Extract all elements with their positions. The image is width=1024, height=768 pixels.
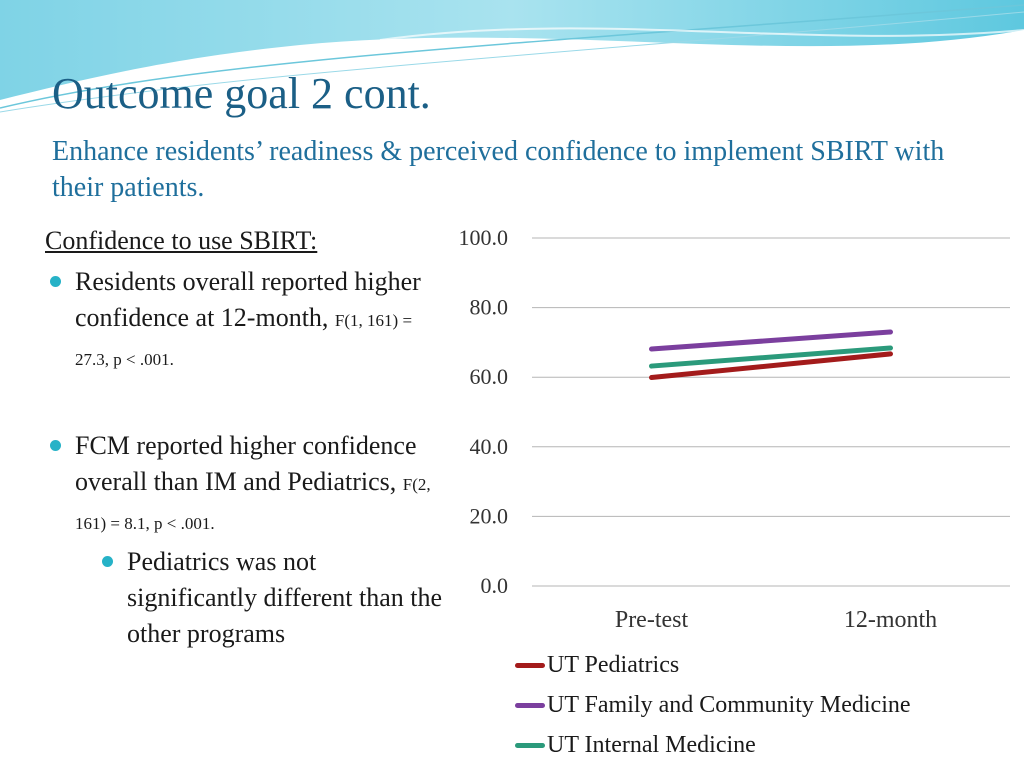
series-line	[649, 329, 893, 352]
x-tick-label: Pre-test	[615, 607, 689, 633]
y-tick-label: 40.0	[470, 434, 509, 459]
y-tick-label: 20.0	[470, 503, 509, 528]
line-chart: 0.0 20.0 40.0 60.0 80.0 100.0 Pre-test 12-month	[459, 225, 1010, 633]
y-tick-label: 60.0	[470, 364, 509, 389]
series-line	[649, 351, 893, 381]
bullet-stat: F(1, 161) = 27.3, p < .001.	[75, 311, 413, 369]
legend-label: UT Pediatrics	[547, 651, 680, 678]
legend-label: UT Family and Community Medicine	[547, 691, 911, 718]
chart-legend: UT Pediatrics UT Family and Community Med…	[515, 645, 911, 765]
legend-label: UT Internal Medicine	[547, 731, 756, 758]
x-tick-label: 12-month	[844, 607, 937, 633]
sub-bullet-pediatrics: Pediatrics was not significantly differe…	[97, 544, 445, 652]
bullet-overall-confidence: Residents overall reported higher confid…	[45, 264, 445, 378]
legend-swatch	[515, 662, 545, 668]
bullet-stat: F(2, 161) = 8.1, p < .001.	[75, 475, 431, 533]
section-heading: Confidence to use SBIRT:	[45, 226, 318, 255]
bullet-text: FCM reported higher confidence overall t…	[75, 431, 417, 496]
left-text-panel: Confidence to use SBIRT: Residents overa…	[45, 226, 445, 652]
series-line	[649, 345, 893, 369]
y-tick-label: 0.0	[481, 573, 509, 598]
legend-item: UT Family and Community Medicine	[515, 685, 911, 725]
legend-swatch	[515, 742, 545, 748]
legend-item: UT Pediatrics	[515, 645, 911, 685]
slide-title: Outcome goal 2 cont.	[52, 69, 431, 118]
legend-item: UT Internal Medicine	[515, 725, 911, 765]
y-tick-label: 80.0	[470, 295, 509, 320]
legend-swatch	[515, 702, 545, 708]
slide-subtitle: Enhance residents’ readiness & perceived…	[52, 136, 945, 203]
bullet-fcm-confidence: FCM reported higher confidence overall t…	[45, 428, 445, 542]
y-tick-label: 100.0	[459, 225, 509, 250]
bullet-text: Residents overall reported higher confid…	[75, 267, 421, 332]
header-wave-decoration	[0, 0, 1024, 113]
